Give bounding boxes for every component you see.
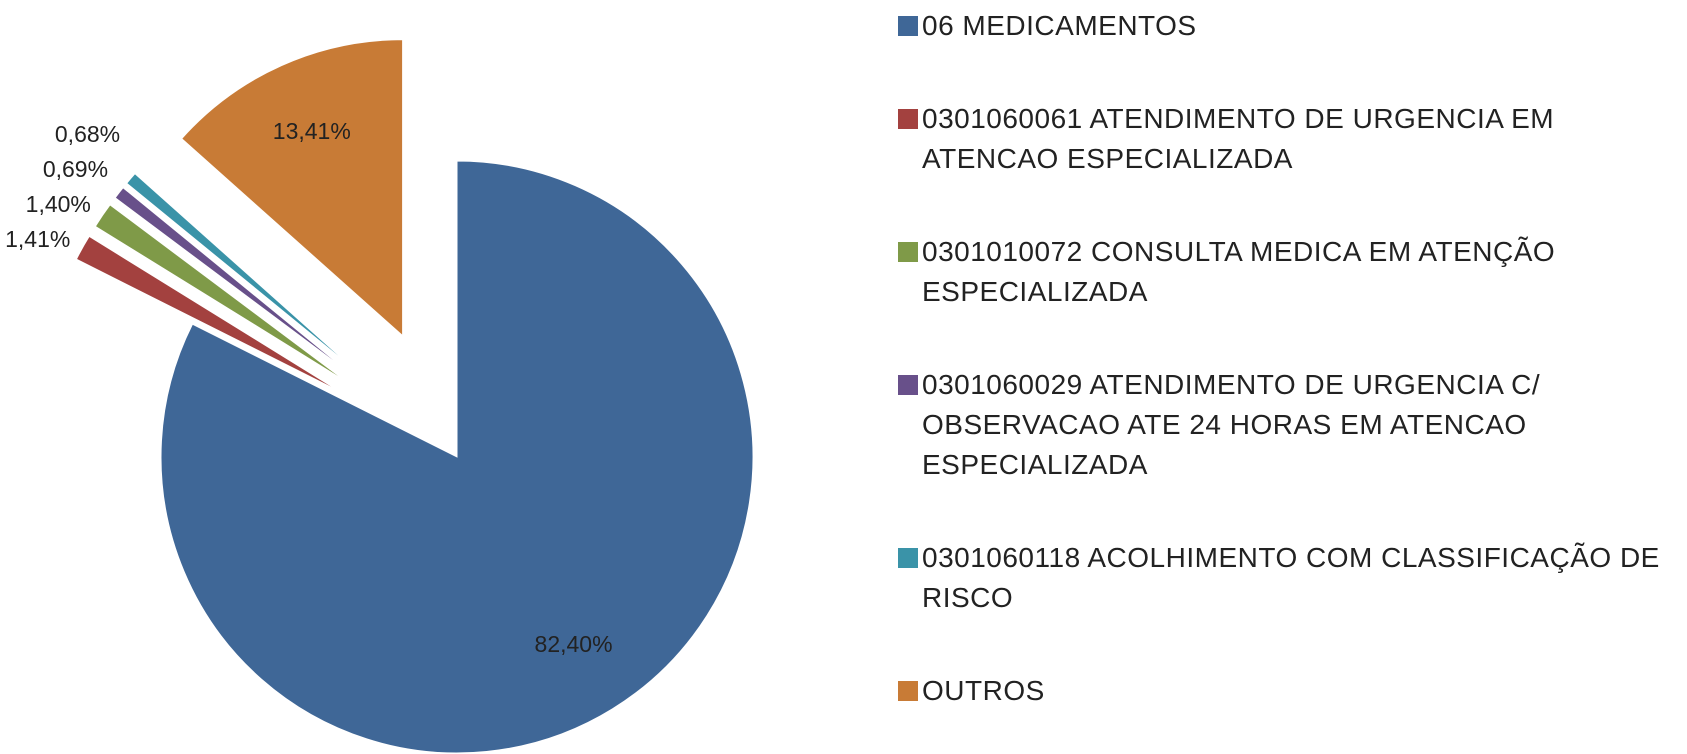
- legend-label: 0301060061 ATENDIMENTO DE URGENCIA EM AT…: [922, 103, 1555, 174]
- legend-swatch: [898, 109, 918, 129]
- pie-chart: 82,40% 1,41% 1,40% 0,69% 0,68% 13,41%: [5, 39, 754, 754]
- pie-slice: [180, 39, 404, 337]
- legend-entry: 0301060029 ATENDIMENTO DE URGENCIA C/ OB…: [898, 365, 1678, 485]
- pie-slice: [160, 160, 754, 754]
- legend-entry: 0301060061 ATENDIMENTO DE URGENCIA EM AT…: [898, 99, 1678, 179]
- legend-entry: 0301010072 CONSULTA MEDICA EM ATENÇÃO ES…: [898, 232, 1678, 312]
- pie-slice: [114, 186, 353, 376]
- pie-slice: [126, 172, 357, 372]
- legend-swatch: [898, 375, 918, 395]
- legend-label: 0301060029 ATENDIMENTO DE URGENCIA C/ OB…: [922, 369, 1541, 480]
- legend-label: OUTROS: [922, 675, 1045, 706]
- legend-label: 0301010072 CONSULTA MEDICA EM ATENÇÃO ES…: [922, 236, 1556, 307]
- data-label: 1,40%: [26, 191, 91, 217]
- legend-label: 06 MEDICAMENTOS: [922, 10, 1197, 41]
- legend-swatch: [898, 681, 918, 701]
- data-label: 0,68%: [55, 121, 120, 147]
- legend-swatch: [898, 548, 918, 568]
- data-label: 82,40%: [535, 631, 613, 657]
- data-label: 13,41%: [273, 118, 351, 144]
- legend-entry: 0301060118 ACOLHIMENTO COM CLASSIFICAÇÃO…: [898, 538, 1678, 618]
- legend-swatch: [898, 242, 918, 262]
- legend-swatch: [898, 16, 918, 36]
- data-label: 1,41%: [5, 226, 70, 252]
- data-label: 0,69%: [43, 156, 108, 182]
- pie-slice: [94, 204, 348, 383]
- legend-entry: 06 MEDICAMENTOS: [898, 6, 1678, 46]
- legend: 06 MEDICAMENTOS 0301060061 ATENDIMENTO DE…: [898, 6, 1678, 711]
- legend-label: 0301060118 ACOLHIMENTO COM CLASSIFICAÇÃO…: [922, 542, 1660, 613]
- legend-entry: OUTROS: [898, 671, 1678, 711]
- pie-slice: [75, 235, 342, 393]
